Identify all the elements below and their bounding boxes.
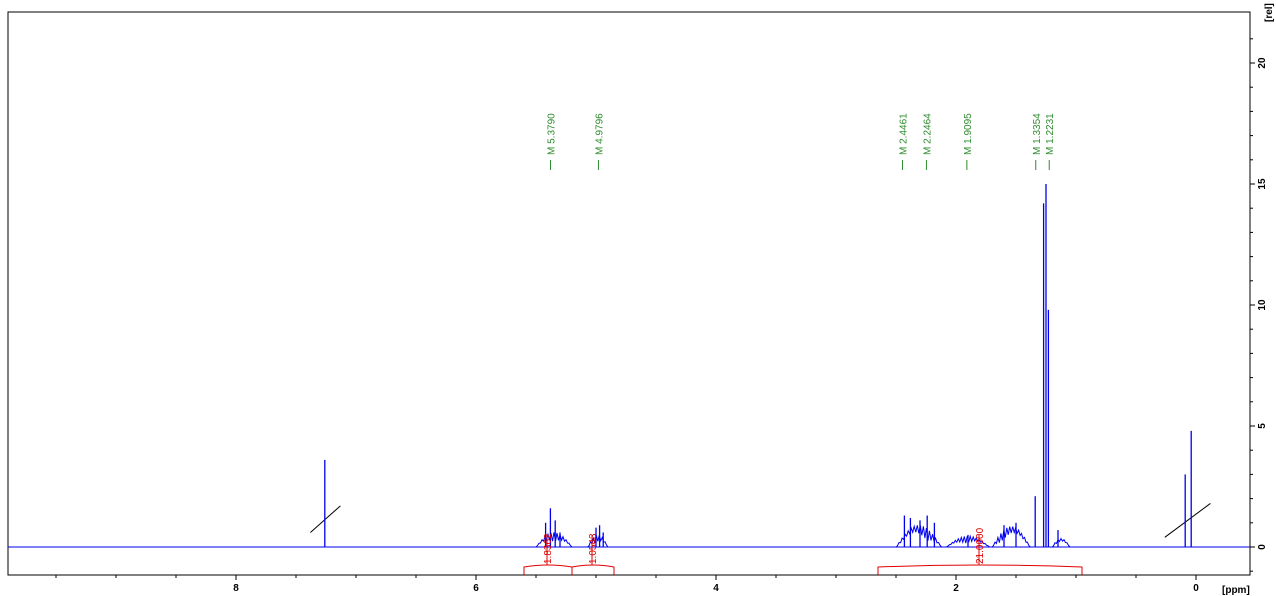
y-tick-label: 10 <box>1257 299 1268 311</box>
y-tick-label: 0 <box>1257 544 1268 550</box>
y-unit-label: [rel] <box>1264 3 1275 22</box>
peak-labels: M 5.3790 M 4.9796 M 2.4461 M 2.2464 M 1.9095… <box>547 113 1056 170</box>
peak-label: M 1.9095 <box>963 113 974 155</box>
x-unit-label: [ppm] <box>1222 585 1250 596</box>
integral-value-label: 21.0000 <box>975 527 986 564</box>
peak-label: M 1.2231 <box>1045 113 1056 155</box>
integral-bracket <box>877 564 1083 575</box>
y-tick-label: 15 <box>1257 178 1268 190</box>
x-tick-label: 8 <box>233 583 239 594</box>
multiplet-region <box>1051 537 1071 548</box>
integral-value-label: 1.8362 <box>543 533 554 564</box>
spectrum-trace <box>8 184 1250 548</box>
baseline-marker <box>1164 503 1211 538</box>
y-tick-label: 20 <box>1257 57 1268 69</box>
x-tick-label: 4 <box>713 583 719 594</box>
multiplet-region <box>991 525 1031 548</box>
x-axis: 8 6 4 2 0 <box>55 575 1199 594</box>
integral-value-label: 1.0543 <box>588 533 599 564</box>
multiplet-region <box>587 535 609 548</box>
x-tick-label: 6 <box>473 583 479 594</box>
peak-label: M 2.2464 <box>922 113 933 155</box>
multiplet-region <box>535 532 573 548</box>
peak-label: M 5.3790 <box>547 113 558 155</box>
y-axis: 0 5 10 15 20 <box>1250 38 1268 572</box>
y-tick-label: 5 <box>1257 423 1268 429</box>
plot-frame <box>7 11 1251 576</box>
baseline-markers <box>310 503 1211 538</box>
integral-regions: 1.8362 1.0543 21.0000 <box>523 527 1083 575</box>
integral-bracket <box>571 564 615 575</box>
peak-label: M 2.4461 <box>898 113 909 155</box>
peak-label: M 1.3354 <box>1032 113 1043 155</box>
integral-bracket <box>523 564 573 575</box>
x-tick-label: 2 <box>953 583 959 594</box>
x-tick-label: 0 <box>1193 583 1199 594</box>
peak-label: M 4.9796 <box>594 113 605 155</box>
